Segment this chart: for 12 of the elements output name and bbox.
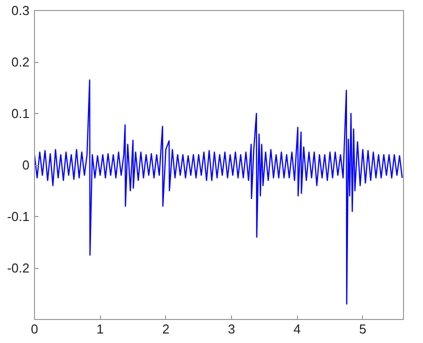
y-tick-label: 0	[22, 158, 30, 172]
x-tick-label: 1	[96, 322, 104, 336]
y-tick-label: -0.1	[7, 209, 30, 224]
x-tick-label: 3	[228, 322, 236, 336]
y-tick-label: 0.1	[11, 106, 30, 121]
x-tick-label: 2	[162, 322, 170, 336]
y-tick-label: -0.2	[7, 260, 30, 276]
x-tick-label: 5	[359, 322, 366, 336]
x-tick-label: 4	[294, 322, 301, 336]
y-tick-label: 0.2	[11, 54, 30, 70]
y-tick-label: 0.3	[11, 3, 30, 18]
line-series	[34, 79, 403, 305]
